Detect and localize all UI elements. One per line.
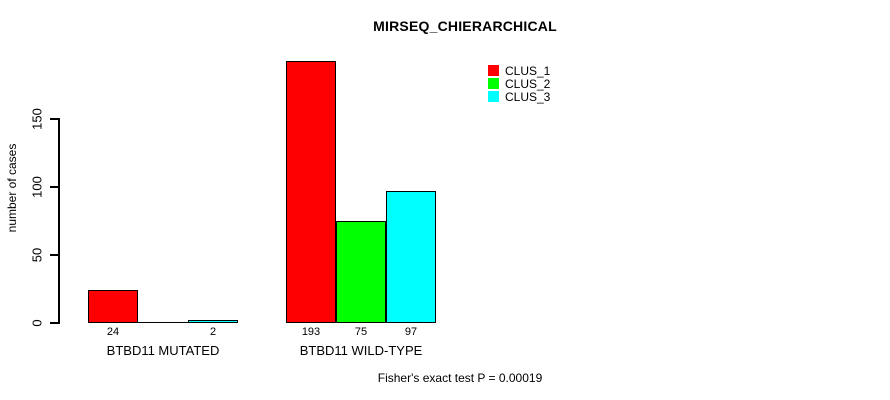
legend-item-clus-1: CLUS_1: [488, 63, 551, 78]
y-axis-tick-label: 100: [29, 176, 45, 198]
bar-clus-3-group-1: [188, 320, 238, 323]
category-label: BTBD11 MUTATED: [106, 343, 220, 358]
y-axis-tick-label: 0: [29, 319, 45, 327]
bar-clus-2-group-1: [138, 322, 188, 323]
y-axis-tick: [50, 322, 58, 324]
category-label: BTBD11 WILD-TYPE: [299, 343, 423, 358]
bar-value-label: 2: [209, 326, 217, 338]
bar-value-label: 24: [106, 326, 120, 338]
y-axis: [58, 118, 60, 324]
bar-clus-3-group-2: [386, 191, 436, 323]
bar-clus-2-group-2: [336, 221, 386, 323]
legend-item-clus-2: CLUS_2: [488, 76, 551, 91]
bar-value-label: 75: [354, 326, 368, 338]
y-axis-tick-label: 50: [29, 247, 45, 263]
legend-swatch-clus-3: [488, 91, 499, 102]
legend-label-clus-2: CLUS_2: [505, 76, 551, 91]
legend-item-clus-3: CLUS_3: [488, 89, 551, 104]
fisher-test-annotation: Fisher's exact test P = 0.00019: [377, 371, 543, 385]
chart-title: MIRSEQ_CHIERARCHICAL: [373, 18, 557, 34]
bar-clus-1-group-1: [88, 290, 138, 323]
bar-value-label: 193: [301, 326, 321, 338]
y-axis-tick: [50, 186, 58, 188]
bar-value-label: 97: [404, 326, 418, 338]
legend-label-clus-1: CLUS_1: [505, 63, 551, 78]
bar-clus-1-group-2: [286, 61, 336, 323]
legend-swatch-clus-1: [488, 65, 499, 76]
y-axis-tick-label: 150: [29, 108, 45, 130]
y-axis-label: number of cases: [5, 143, 19, 233]
legend-swatch-clus-2: [488, 78, 499, 89]
y-axis-tick: [50, 118, 58, 120]
legend-label-clus-3: CLUS_3: [505, 89, 551, 104]
y-axis-tick: [50, 254, 58, 256]
legend: CLUS_1 CLUS_2 CLUS_3: [488, 63, 551, 104]
